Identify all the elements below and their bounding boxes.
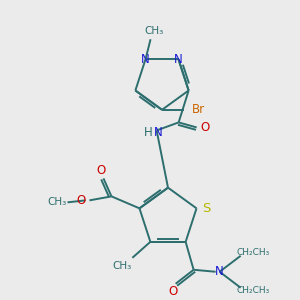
Text: N: N	[141, 53, 150, 66]
Text: O: O	[97, 164, 106, 177]
Text: CH₃: CH₃	[113, 261, 132, 271]
Text: N: N	[174, 53, 183, 66]
Text: S: S	[202, 202, 211, 215]
Text: CH₃: CH₃	[48, 197, 67, 207]
Text: O: O	[200, 121, 209, 134]
Text: Br: Br	[191, 103, 205, 116]
Text: N: N	[215, 265, 224, 278]
Text: CH₃: CH₃	[144, 26, 163, 36]
Text: O: O	[168, 285, 177, 298]
Text: O: O	[77, 194, 86, 207]
Text: H: H	[144, 126, 153, 139]
Text: CH₂CH₃: CH₂CH₃	[236, 286, 269, 295]
Text: N: N	[154, 126, 163, 139]
Text: CH₂CH₃: CH₂CH₃	[236, 248, 269, 257]
